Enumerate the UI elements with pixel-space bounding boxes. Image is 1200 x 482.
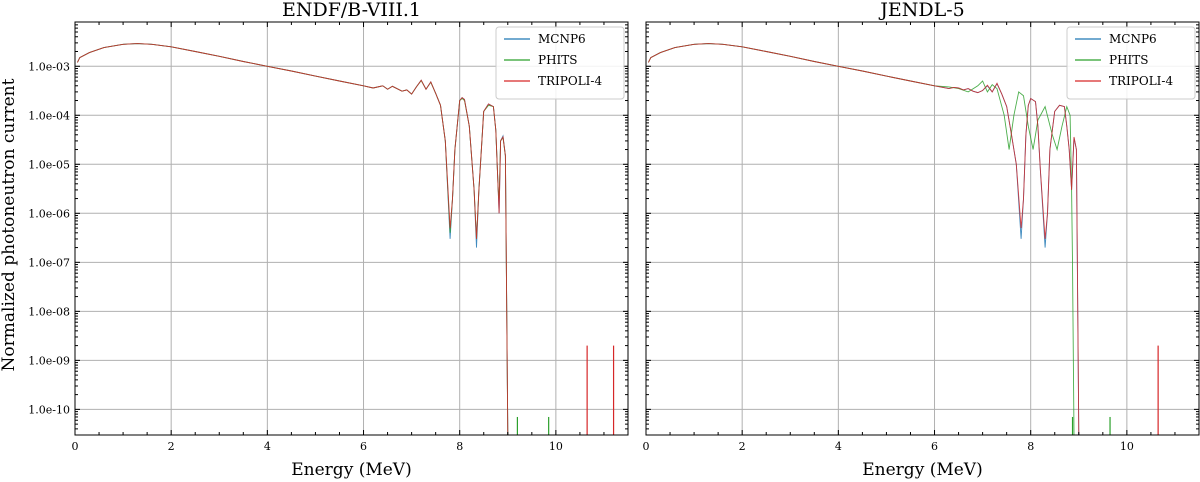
series-line-tripoli-4 (647, 43, 1080, 435)
y-tick-label: 1.0e-06 (28, 207, 70, 220)
series-line-mcnp6 (76, 43, 509, 435)
y-axis-label: Normalized photoneutron current (0, 78, 19, 371)
legend-label: MCNP6 (538, 32, 586, 46)
panel-title: ENDF/B-VIII.1 (282, 0, 421, 21)
x-tick-label: 4 (835, 440, 842, 453)
y-tick-label: 1.0e-09 (28, 354, 70, 367)
legend: MCNP6 PHITS TRIPOLI-4 (495, 26, 625, 100)
panel-jendl: 0 2 4 6 8 10 JENDL-5 Energy (MeV) MCNP6 PHITS TRIP… (643, 0, 1200, 480)
series-line-phits (76, 43, 509, 435)
x-tick-label: 10 (549, 440, 563, 453)
legend-label: PHITS (1109, 53, 1149, 67)
plot-area (647, 43, 1159, 435)
panel-title: JENDL-5 (878, 0, 964, 21)
series-line-tripoli-4 (76, 43, 509, 435)
x-tick-label: 4 (264, 440, 271, 453)
y-tick-label: 1.0e-04 (28, 109, 70, 122)
y-tick-label: 1.0e-05 (28, 158, 70, 171)
series-line-mcnp6 (647, 43, 1080, 435)
panel-endf: 0 2 4 6 8 10 1.0e-10 1.0e-09 1.0e-08 1.0e-07 1.0e-… (28, 0, 629, 480)
x-tick-label: 8 (456, 440, 463, 453)
x-tick-label: 0 (643, 440, 650, 453)
x-tick-label: 0 (72, 440, 79, 453)
y-tick-label: 1.0e-07 (28, 256, 70, 269)
legend-label: MCNP6 (1109, 32, 1157, 46)
x-tick-label: 8 (1027, 440, 1034, 453)
legend-label: PHITS (538, 53, 578, 67)
y-tick-label: 1.0e-10 (28, 403, 70, 416)
x-tick-label: 2 (168, 440, 175, 453)
x-tick-label: 6 (360, 440, 367, 453)
x-axis-label: Energy (MeV) (862, 460, 982, 480)
y-tick-label: 1.0e-03 (28, 60, 70, 73)
legend-label: TRIPOLI-4 (1109, 74, 1173, 88)
plot-area (76, 43, 615, 435)
y-tick-label: 1.0e-08 (28, 305, 70, 318)
series-line-phits (647, 43, 1075, 435)
legend-label: TRIPOLI-4 (538, 74, 602, 88)
x-tick-label: 2 (739, 440, 746, 453)
x-axis-label: Energy (MeV) (291, 460, 411, 480)
legend: MCNP6 PHITS TRIPOLI-4 (1066, 26, 1196, 100)
x-tick-label: 10 (1120, 440, 1134, 453)
x-tick-label: 6 (931, 440, 938, 453)
